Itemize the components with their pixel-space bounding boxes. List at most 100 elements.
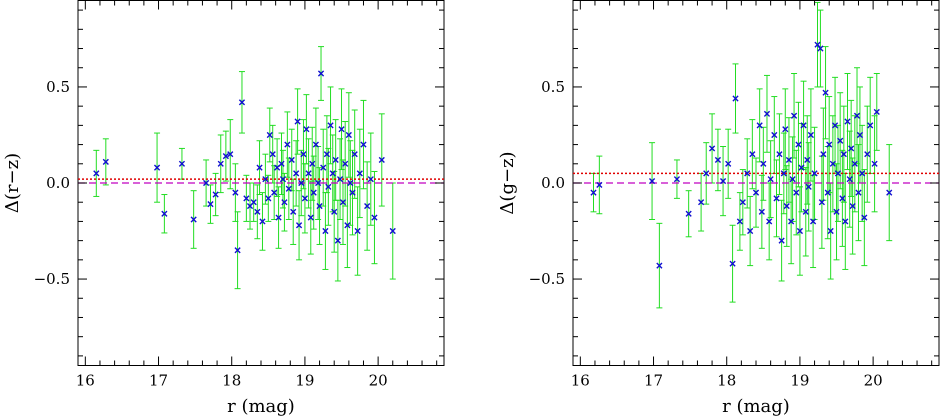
data-point-marker	[329, 170, 336, 177]
y-tick-label: 0.0	[46, 174, 70, 192]
data-point-marker	[796, 227, 804, 235]
data-point-marker	[596, 181, 603, 189]
x-tick-label: 16	[571, 372, 590, 390]
data-point-marker	[756, 122, 763, 129]
data-point-marker	[271, 189, 278, 196]
data-point-marker	[307, 214, 314, 221]
data-point-marker	[356, 170, 363, 177]
data-point-marker	[855, 189, 862, 196]
data-point-marker	[810, 218, 817, 225]
data-point-marker	[288, 156, 295, 164]
data-point-marker	[331, 208, 338, 215]
y-tick-label: 0.5	[541, 78, 565, 96]
data-point-marker	[293, 170, 300, 177]
data-point-marker	[275, 214, 282, 221]
data-point-marker	[93, 170, 100, 177]
data-point-marker	[203, 179, 210, 187]
data-point-marker	[749, 151, 756, 158]
data-point-marker	[238, 99, 246, 106]
data-point-marker	[831, 122, 839, 129]
data-point-marker	[360, 141, 367, 148]
data-point-marker	[295, 222, 303, 229]
data-point-marker	[590, 189, 597, 196]
data-point-marker	[285, 185, 292, 192]
data-point-marker	[698, 199, 705, 206]
data-point-marker	[332, 156, 339, 164]
data-point-marker	[788, 218, 795, 225]
data-point-marker	[824, 189, 831, 196]
data-point-marker	[320, 164, 327, 171]
data-point-marker	[864, 151, 871, 158]
data-point-marker	[354, 227, 361, 235]
data-point-marker	[800, 122, 807, 129]
data-point-marker	[846, 176, 853, 183]
data-point-marker	[837, 137, 844, 144]
data-point-marker	[725, 160, 732, 167]
data-point-marker	[873, 108, 880, 116]
data-point-marker	[232, 189, 239, 196]
data-point-marker	[732, 95, 739, 102]
markers-right	[590, 41, 893, 269]
y-axis-label-left: Δ(r−z)	[2, 153, 23, 213]
data-point-marker	[153, 164, 161, 171]
y-tick-label: 0.5	[46, 78, 70, 96]
y-ticks-right: −0.5 0.0 0.5	[529, 78, 939, 288]
data-point-marker	[284, 141, 291, 148]
data-point-marker	[378, 156, 385, 164]
data-point-marker	[648, 177, 656, 185]
x-ticks-right: 16 17 18 19 20	[571, 0, 883, 390]
data-point-marker	[822, 89, 829, 96]
data-point-marker	[367, 176, 374, 183]
data-point-marker	[752, 189, 760, 196]
data-point-marker	[342, 160, 349, 167]
data-point-marker	[795, 141, 802, 148]
data-point-marker	[736, 218, 743, 225]
data-point-marker	[844, 118, 851, 125]
data-point-marker	[250, 199, 257, 206]
y-ticks-left: −0.5 0.0 0.5	[34, 78, 444, 288]
x-ticks-left: 16 17 18 19 20	[76, 0, 388, 390]
data-point-marker	[300, 151, 307, 158]
data-point-marker	[256, 164, 263, 171]
data-point-marker	[279, 176, 287, 183]
data-point-marker	[811, 170, 818, 177]
data-point-marker	[334, 237, 341, 244]
data-point-marker	[322, 227, 329, 235]
minor-ticks-left	[78, 0, 444, 366]
data-point-marker	[859, 170, 866, 177]
data-point-marker	[789, 176, 796, 183]
x-tick-label: 16	[76, 372, 95, 390]
data-point-marker	[339, 199, 347, 206]
data-point-marker	[338, 126, 345, 133]
data-point-marker	[351, 151, 358, 158]
data-point-marker	[222, 153, 229, 160]
data-point-marker	[767, 176, 774, 183]
y-tick-label: 0.0	[541, 174, 565, 192]
data-point-marker	[708, 145, 716, 152]
data-point-marker	[269, 151, 276, 158]
data-point-marker	[703, 170, 710, 177]
data-point-marker	[327, 122, 334, 129]
data-point-marker	[298, 179, 305, 187]
data-point-marker	[849, 202, 856, 210]
data-point-marker	[840, 151, 847, 158]
data-point-marker	[867, 122, 874, 129]
y-tick-label: −0.5	[529, 270, 565, 288]
data-point-marker	[316, 202, 323, 210]
data-point-marker	[265, 195, 272, 202]
data-point-marker	[315, 179, 322, 187]
data-point-marker	[344, 222, 351, 229]
data-point-marker	[317, 70, 325, 77]
data-point-marker	[161, 210, 168, 217]
data-point-marker	[301, 195, 309, 202]
data-point-marker	[714, 156, 722, 164]
data-point-marker	[790, 112, 798, 119]
x-tick-label: 20	[369, 372, 388, 390]
x-tick-label: 19	[295, 372, 314, 390]
x-tick-label: 20	[864, 372, 883, 390]
data-point-marker	[349, 189, 356, 196]
data-point-marker	[673, 176, 681, 183]
data-point-marker	[818, 199, 825, 206]
data-point-marker	[323, 151, 330, 158]
